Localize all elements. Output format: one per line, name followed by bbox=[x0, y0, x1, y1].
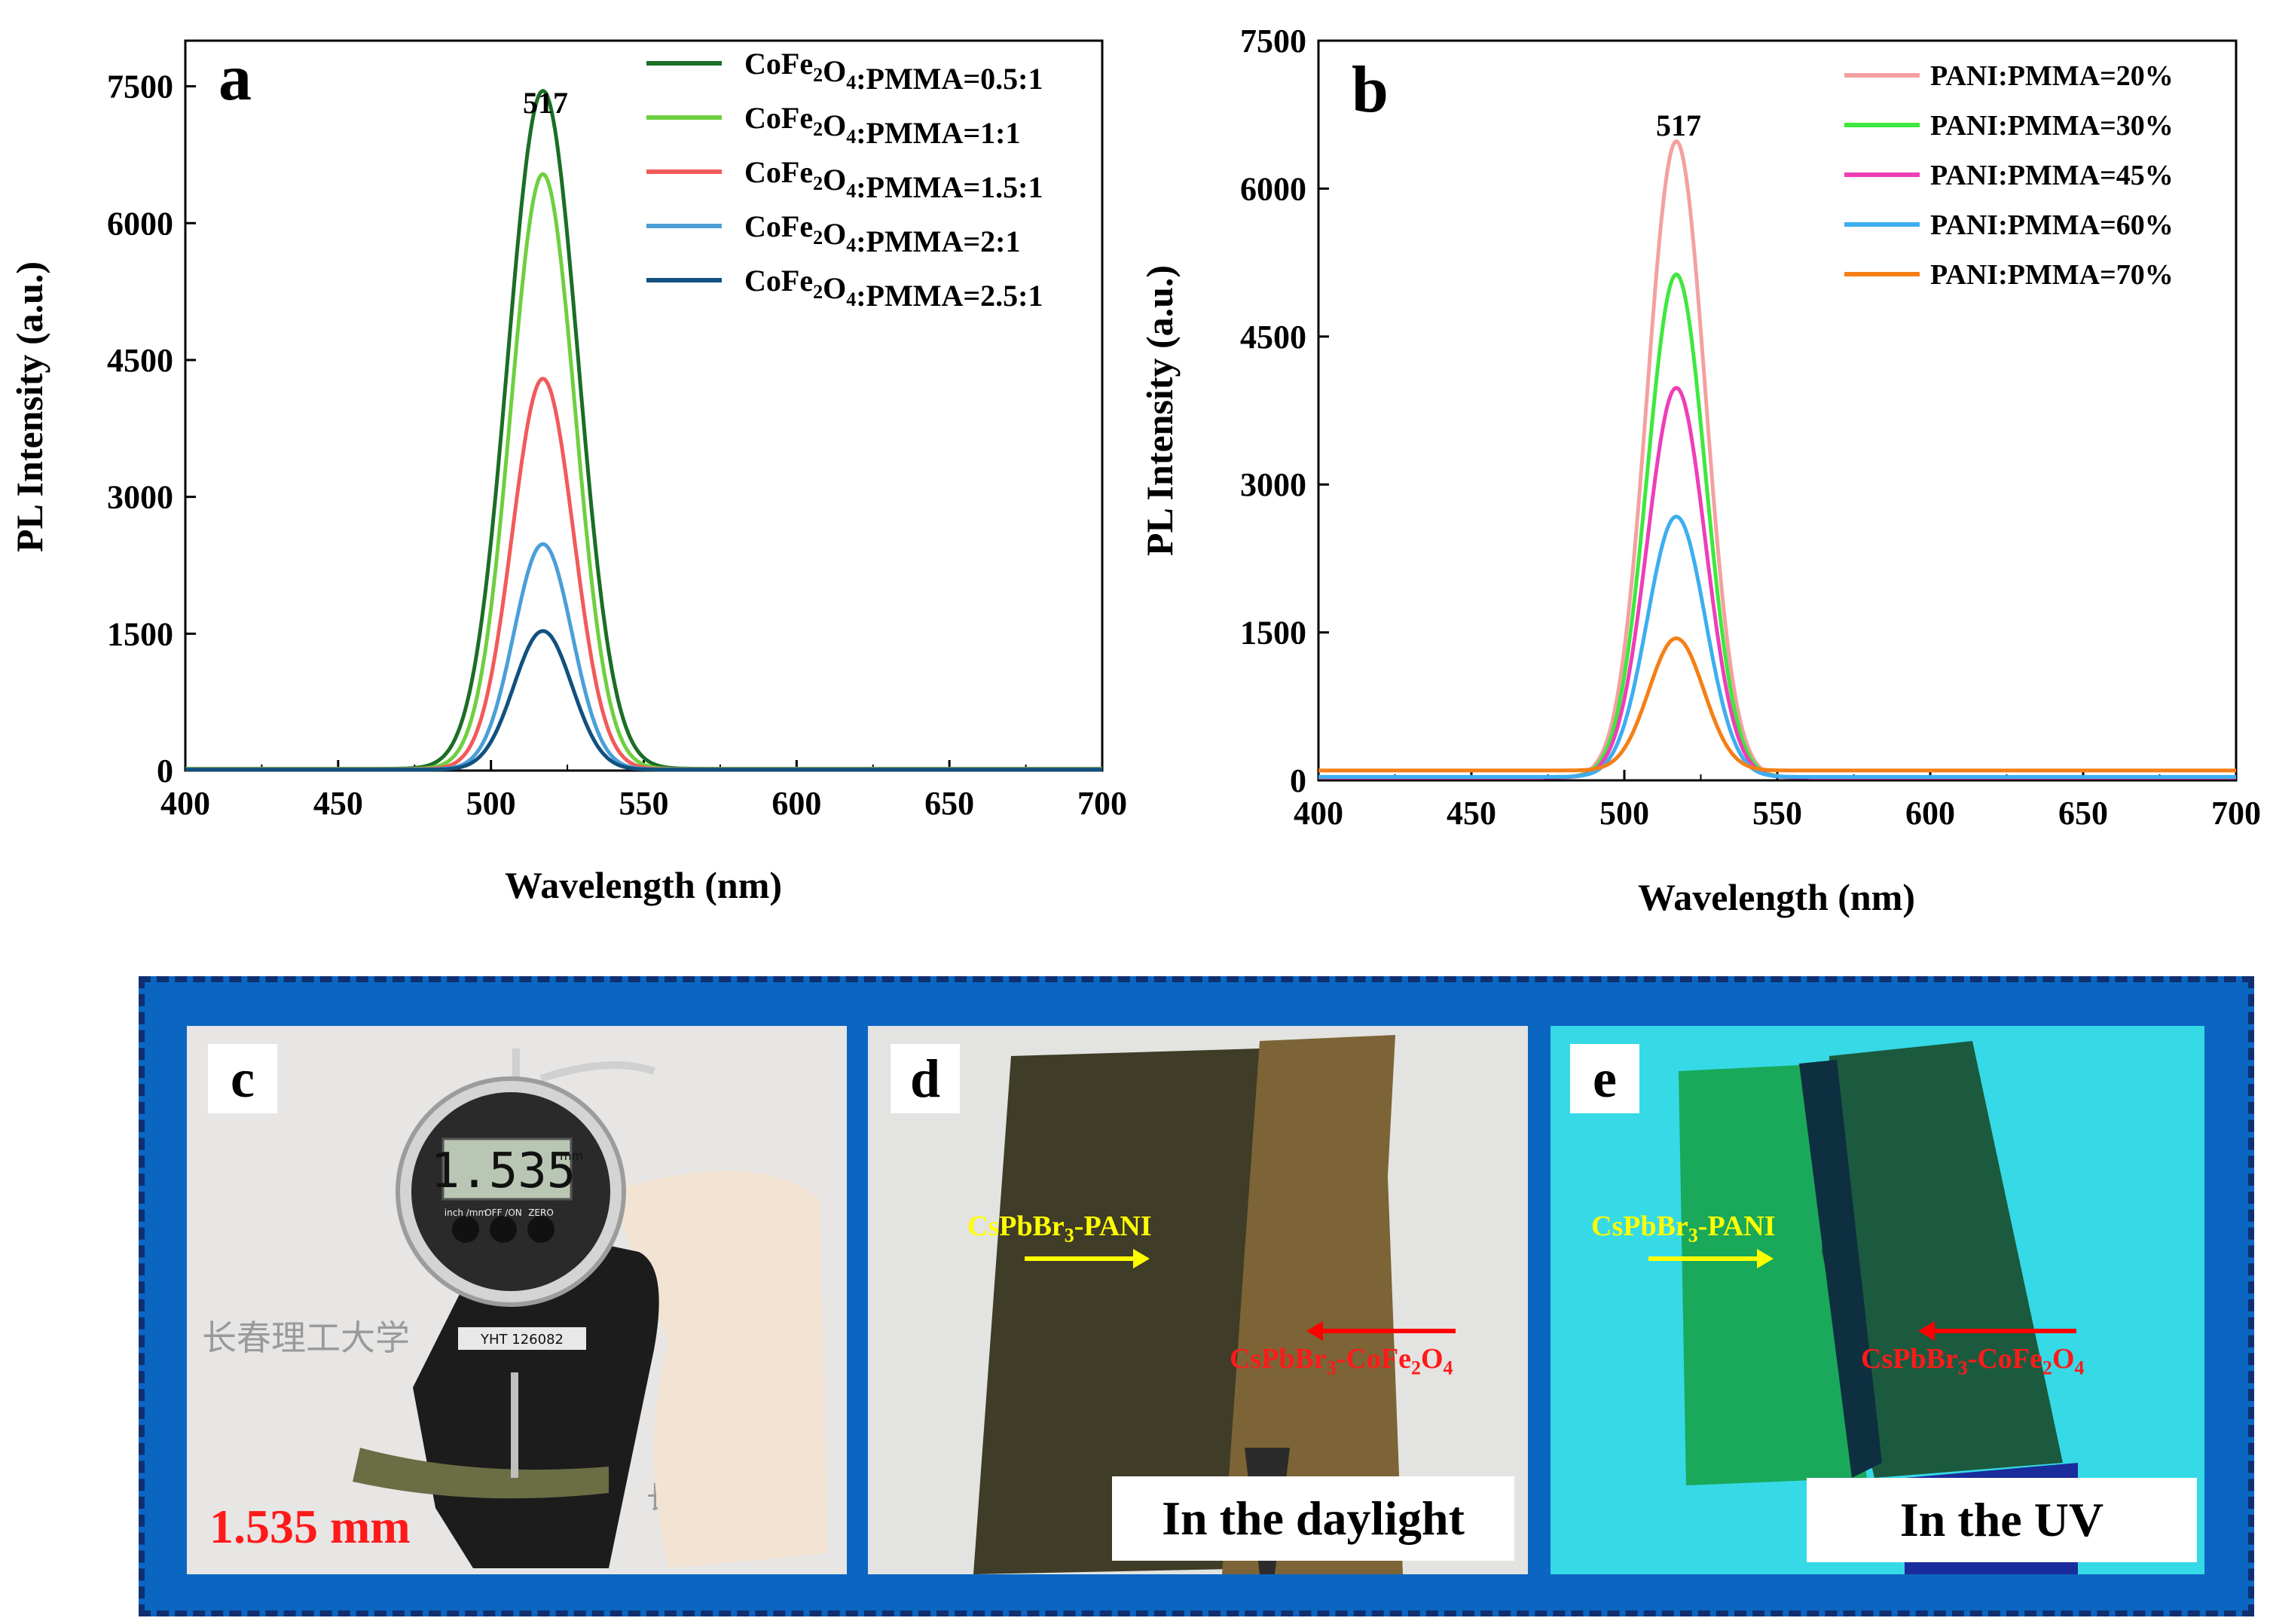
x-tick-label: 500 bbox=[1599, 795, 1649, 832]
legend-label: CoFe2O4:PMMA=1.5:1 bbox=[744, 155, 1043, 204]
y-axis-label: PL Intensity (a.u.) bbox=[1138, 265, 1181, 556]
y-axis-label: PL Intensity (a.u.) bbox=[8, 261, 50, 552]
series-line bbox=[1318, 636, 2236, 773]
legend-label: PANI:PMMA=45% bbox=[1930, 160, 2174, 191]
chart-b: 400 450 500 550 600 650 700 0 1500 3000 4500 6000 75… bbox=[1138, 23, 2261, 918]
legend-label: CoFe2O4:PMMA=2.5:1 bbox=[744, 264, 1043, 313]
y-tick-label: 1500 bbox=[107, 615, 173, 652]
x-tick-label: 400 bbox=[1294, 795, 1343, 832]
x-tick-label: 450 bbox=[1447, 795, 1496, 832]
series-lines bbox=[1318, 139, 2236, 780]
series-line bbox=[185, 629, 1102, 772]
y-tick-label: 0 bbox=[1290, 762, 1306, 799]
peak-label: 517 bbox=[523, 86, 568, 120]
y-tick-label: 7500 bbox=[1240, 23, 1306, 60]
x-tick-label: 550 bbox=[1752, 795, 1802, 832]
series-line bbox=[1318, 272, 2236, 780]
pani-arrow bbox=[1648, 1249, 1774, 1268]
y-tick-label: 3000 bbox=[107, 479, 173, 516]
cofe-arrow bbox=[1918, 1321, 2076, 1341]
legend-label: PANI:PMMA=30% bbox=[1930, 110, 2174, 142]
x-axis-label: Wavelength (nm) bbox=[505, 864, 782, 906]
x-tick-label: 600 bbox=[771, 785, 821, 822]
x-tick-label: 500 bbox=[466, 785, 516, 822]
gauge-unit: mm bbox=[560, 1149, 583, 1163]
y-tick-label: 4500 bbox=[107, 342, 173, 379]
series-line bbox=[185, 172, 1102, 771]
panel-letter: d bbox=[891, 1044, 960, 1113]
caption: In the daylight bbox=[1112, 1476, 1514, 1561]
cofe-arrow bbox=[1306, 1321, 1456, 1341]
y-tick-label: 0 bbox=[157, 752, 173, 789]
photo-e: e CsPbBr3-PANI CsPbBr3-CoFe2O4 In the UV bbox=[1551, 1026, 2204, 1574]
y-tick-label: 7500 bbox=[107, 69, 173, 105]
legend-label: PANI:PMMA=20% bbox=[1930, 60, 2174, 92]
x-tick-label: 400 bbox=[160, 785, 210, 822]
series-line bbox=[185, 542, 1102, 771]
y-tick-label: 1500 bbox=[1240, 615, 1306, 652]
chart-a: 400 450 500 550 600 650 700 0 1500 3000 4500 6000 75… bbox=[8, 39, 1127, 906]
x-tick-label: 550 bbox=[619, 785, 669, 822]
legend-label: PANI:PMMA=60% bbox=[1930, 209, 2174, 241]
axis-ticks: 400 450 500 550 600 650 700 0 1500 3000 4500 6000 75… bbox=[1240, 23, 2261, 832]
panel-letter: e bbox=[1570, 1044, 1639, 1113]
legend-label: CoFe2O4:PMMA=0.5:1 bbox=[744, 47, 1043, 96]
pani-arrow bbox=[1025, 1249, 1150, 1268]
panel-letter: c bbox=[208, 1044, 277, 1113]
axis-ticks: 400 450 500 550 600 650 700 0 1500 3000 4500 6000 75… bbox=[107, 69, 1127, 822]
cspbbr3-cofe2o4-label: CsPbBr3-CoFe2O4 bbox=[1861, 1343, 2085, 1379]
legend-label: CoFe2O4:PMMA=2:1 bbox=[744, 209, 1020, 258]
x-tick-label: 650 bbox=[2058, 795, 2108, 832]
series-line bbox=[1318, 514, 2236, 779]
plot-frame bbox=[1317, 39, 2238, 782]
cspbbr3-cofe2o4-label: CsPbBr3-CoFe2O4 bbox=[1230, 1343, 1453, 1379]
series-line bbox=[185, 377, 1102, 771]
photo-d: d CsPbBr3-PANI CsPbBr3-CoFe2O4 In the da… bbox=[868, 1026, 1528, 1574]
x-axis-label: Wavelength (nm) bbox=[1638, 876, 1915, 918]
caption: In the UV bbox=[1807, 1478, 2197, 1562]
gauge-button-label: ZERO bbox=[528, 1207, 554, 1218]
y-tick-label: 6000 bbox=[107, 205, 173, 242]
panel-letter: a bbox=[218, 41, 252, 114]
peak-label: 517 bbox=[1656, 108, 1701, 142]
photo-c: 长春理工大学 长春理工大学 1.535 mm inch /mm OFF /ON … bbox=[187, 1026, 847, 1574]
x-tick-label: 450 bbox=[313, 785, 363, 822]
legend-label: CoFe2O4:PMMA=1:1 bbox=[744, 101, 1020, 150]
cspbbr3-pani-label: CsPbBr3-PANI bbox=[967, 1210, 1152, 1247]
gauge-reading: 1.535 bbox=[431, 1143, 576, 1199]
watermark-text: 长春理工大学 bbox=[202, 1317, 410, 1358]
y-tick-label: 4500 bbox=[1240, 319, 1306, 356]
legend: CoFe2O4:PMMA=0.5:1 CoFe2O4:PMMA=1:1 CoFe2O… bbox=[646, 47, 1043, 313]
series-lines bbox=[185, 88, 1102, 772]
x-tick-label: 600 bbox=[1905, 795, 1955, 832]
legend: PANI:PMMA=20% PANI:PMMA=30% PANI:PMMA=45% P… bbox=[1844, 60, 2174, 291]
legend-label: PANI:PMMA=70% bbox=[1930, 259, 2174, 291]
x-tick-label: 650 bbox=[924, 785, 974, 822]
plot-frame bbox=[184, 39, 1104, 772]
thickness-gauge-illustration: 长春理工大学 长春理工大学 1.535 mm inch /mm OFF /ON … bbox=[187, 1026, 847, 1574]
gauge-button-label: OFF /ON bbox=[484, 1207, 522, 1218]
gauge-model-label: YHT 126082 bbox=[480, 1332, 564, 1348]
x-tick-label: 700 bbox=[2211, 795, 2261, 832]
cspbbr3-pani-label: CsPbBr3-PANI bbox=[1591, 1210, 1776, 1247]
gauge-button-label: inch /mm bbox=[445, 1207, 487, 1218]
panel-letter: b bbox=[1352, 53, 1389, 127]
y-tick-label: 6000 bbox=[1240, 170, 1306, 207]
thickness-label: 1.535 mm bbox=[209, 1500, 411, 1553]
series-line bbox=[1318, 386, 2236, 780]
y-tick-label: 3000 bbox=[1240, 466, 1306, 503]
x-tick-label: 700 bbox=[1077, 785, 1127, 822]
